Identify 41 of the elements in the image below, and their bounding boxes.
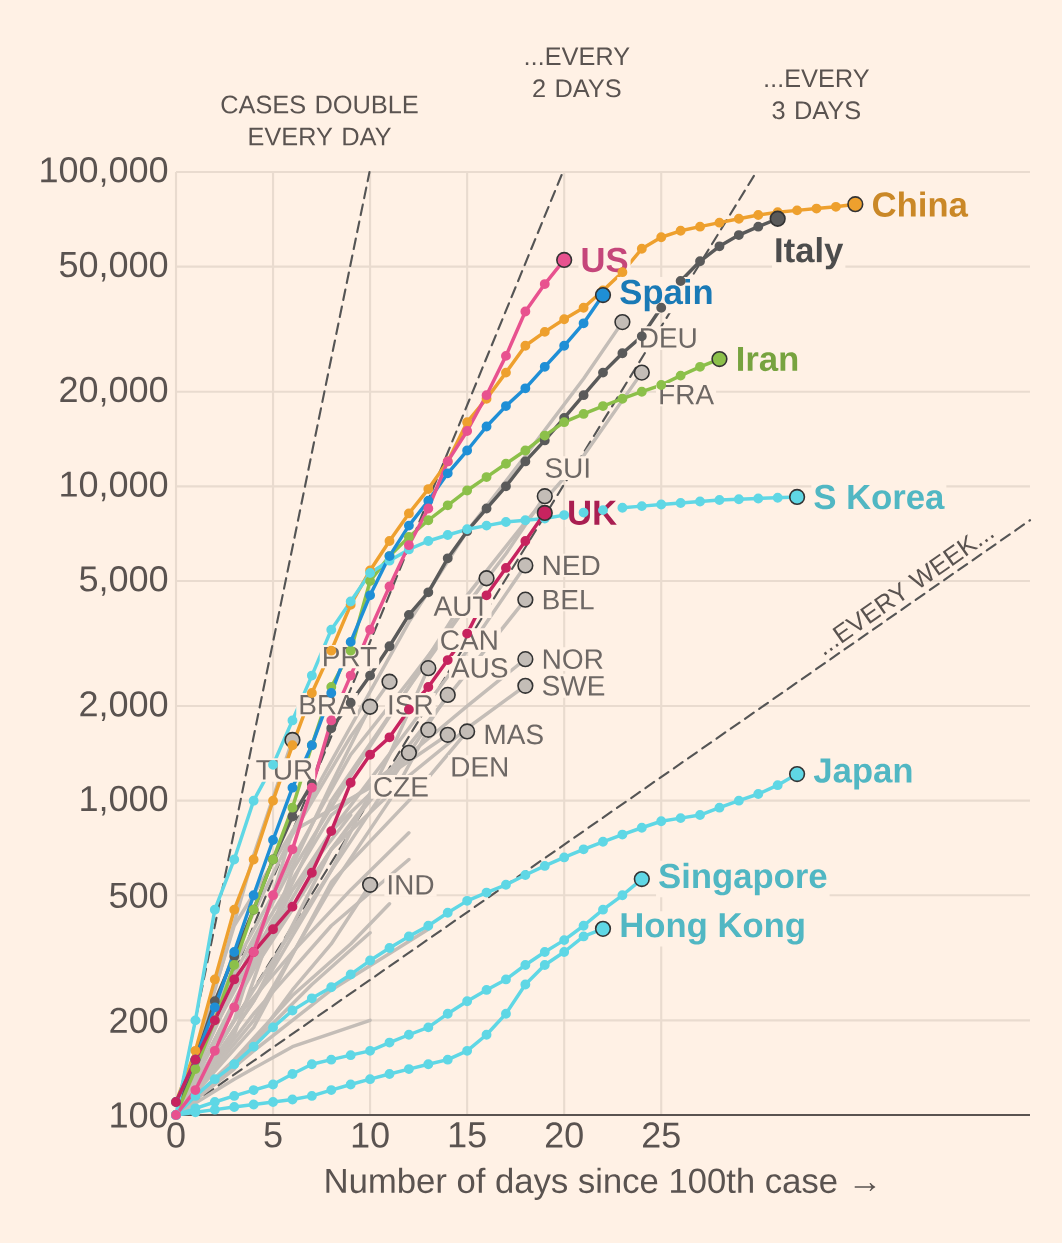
x-tick-label: 10	[352, 1122, 389, 1148]
series-label: BEL	[543, 590, 594, 610]
series-label: CZE	[374, 776, 428, 797]
series-label: Japan	[813, 758, 912, 790]
series-label: US	[582, 247, 628, 273]
y-tick-label: 1,000	[81, 785, 168, 816]
series-label: NOR	[543, 649, 603, 670]
series-label: IND	[388, 875, 434, 895]
annotation: ...EVERY 3 DAYS	[765, 69, 870, 120]
x-tick-label: 5	[264, 1122, 282, 1148]
y-tick-label: 10,000	[61, 471, 168, 502]
series-label: TUR	[256, 760, 312, 780]
x-tick-label: 20	[545, 1122, 583, 1148]
series-label: NED	[543, 555, 600, 576]
series-label: Spain	[620, 278, 712, 312]
y-tick-label: 2,000	[80, 691, 168, 721]
y-tick-label: 500	[110, 882, 168, 909]
series-label: DEN	[452, 757, 507, 777]
annotation: CASES DOUBLE EVERY DAY	[221, 95, 418, 146]
series-label: China	[873, 191, 969, 217]
y-tick-label: 50,000	[59, 251, 168, 282]
series-label: FRA	[660, 384, 715, 405]
x-tick-label: 15	[449, 1122, 486, 1148]
series-label: Singapore	[659, 862, 827, 896]
series-label: MAS	[485, 724, 543, 745]
y-tick-label: 100,000	[41, 157, 168, 187]
x-tick-label: 0	[167, 1122, 185, 1148]
x-tick-label: 25	[643, 1122, 680, 1148]
y-tick-label: 5,000	[79, 566, 168, 596]
series-label: S Korea	[814, 484, 945, 510]
series-label: AUS	[451, 657, 508, 678]
x-axis-title: Number of days since 100th case →	[326, 1167, 876, 1200]
series-label: Italy	[776, 237, 844, 270]
y-tick-label: 100	[111, 1102, 168, 1128]
series-label: SUI	[545, 458, 589, 478]
series-label: Hong Kong	[621, 913, 804, 945]
y-tick-label: 20,000	[60, 376, 168, 407]
series-label: Iran	[738, 346, 798, 372]
y-tick-label: 200	[110, 1007, 168, 1034]
annotation: ...EVERY 2 DAYS	[525, 47, 630, 98]
series-label: SWE	[542, 675, 605, 696]
